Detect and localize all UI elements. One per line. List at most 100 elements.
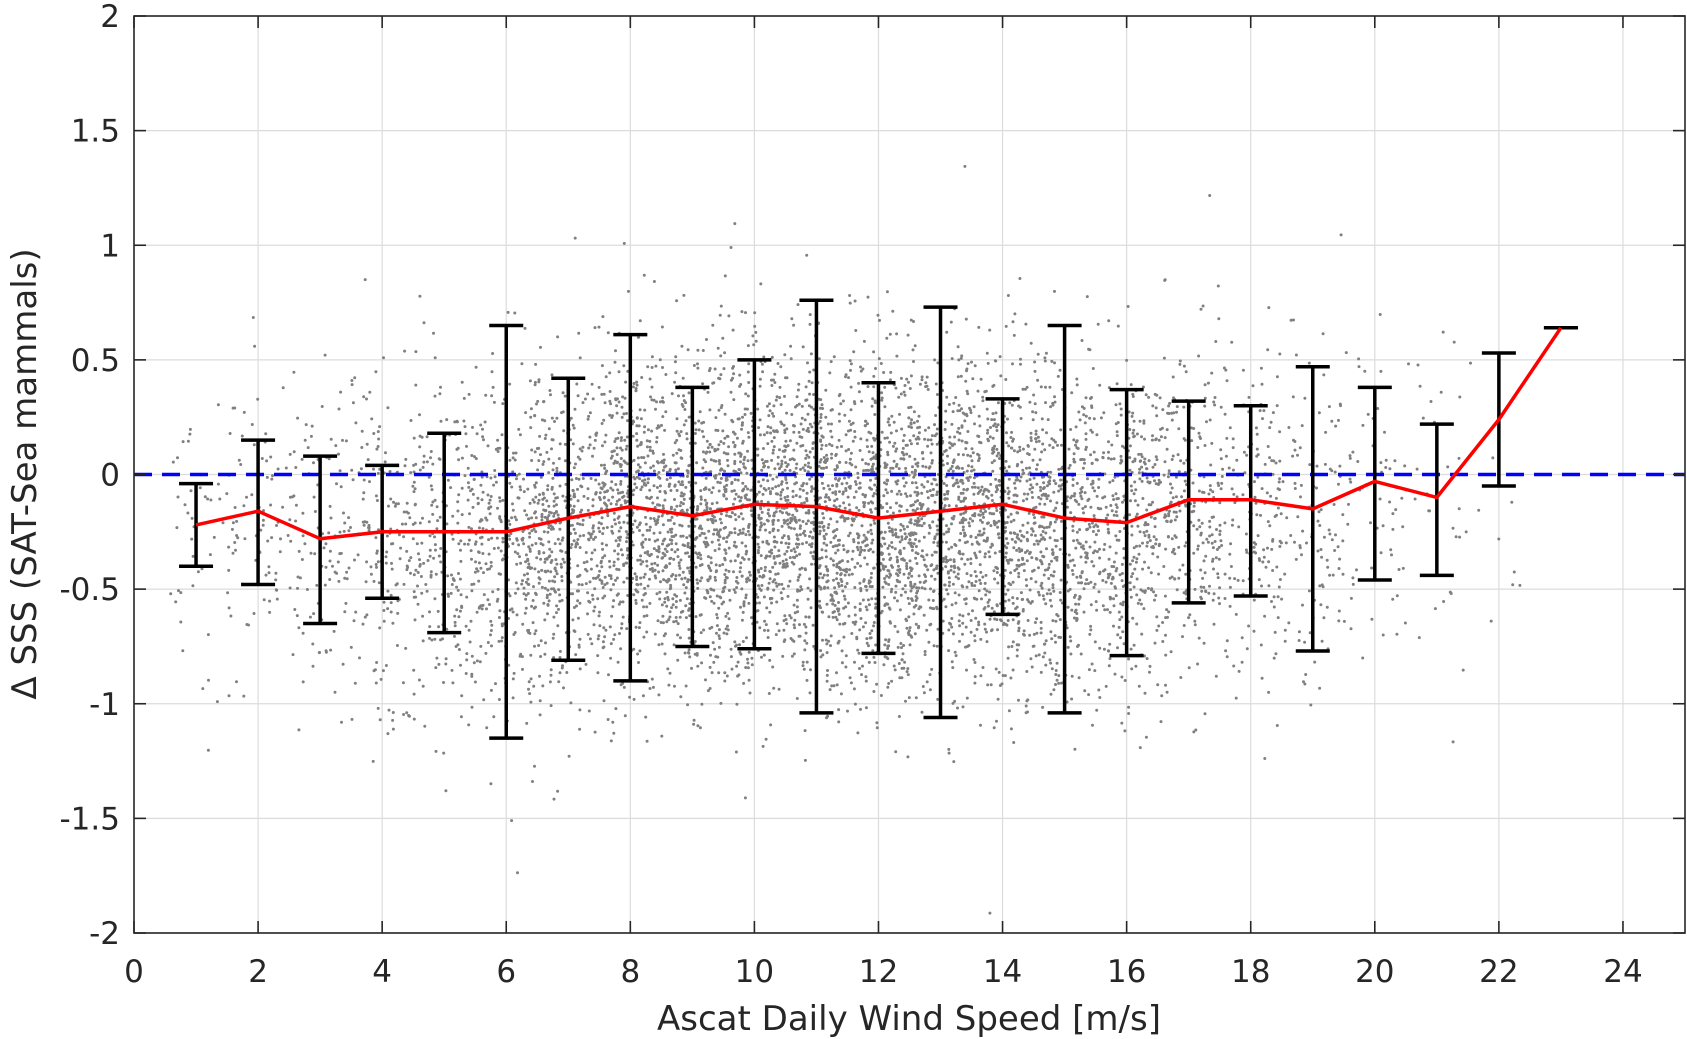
scatter-point [962,534,966,538]
scatter-point [766,479,770,483]
scatter-point [950,545,954,549]
scatter-point [858,449,862,452]
scatter-point [862,469,866,473]
scatter-point [839,402,843,406]
scatter-point [549,673,553,677]
scatter-point [930,667,934,671]
scatter-point [910,586,914,590]
scatter-point [655,400,658,404]
scatter-point [803,639,807,643]
scatter-point [802,481,805,485]
scatter-point [724,568,728,572]
scatter-point [732,372,736,376]
scatter-point [533,511,537,515]
scatter-point [947,747,951,751]
scatter-point [719,373,723,377]
scatter-point [430,488,434,492]
scatter-point [849,408,853,412]
scatter-point [913,632,917,636]
scatter-point [578,447,582,451]
scatter-point [807,379,811,383]
scatter-point [893,596,896,600]
scatter-point [986,428,990,432]
scatter-point [704,503,708,507]
scatter-point [472,661,476,665]
scatter-point [459,548,462,552]
scatter-point [631,543,635,547]
scatter-point [297,549,301,553]
scatter-point [188,432,192,436]
scatter-point [644,515,647,519]
scatter-point [803,469,807,472]
scatter-point [935,427,939,431]
scatter-point [788,614,792,617]
scatter-point [737,417,741,421]
scatter-point [702,628,706,632]
scatter-point [960,424,964,428]
scatter-point [603,635,607,639]
scatter-point [686,348,690,352]
scatter-point [674,605,678,609]
scatter-point [664,410,668,414]
scatter-point [872,621,876,624]
scatter-point [609,656,613,660]
scatter-point [744,533,748,537]
scatter-point [741,517,745,521]
scatter-point [402,713,406,716]
scatter-point [827,496,830,499]
scatter-point [530,459,534,462]
scatter-point [660,423,663,427]
scatter-point [640,376,644,379]
scatter-point [915,586,919,590]
scatter-point [603,401,607,405]
scatter-point [534,605,537,609]
scatter-point [871,451,875,455]
scatter-point [678,615,682,619]
scatter-point [411,522,415,526]
scatter-point [477,551,481,554]
scatter-point [677,561,681,565]
scatter-point [337,407,341,411]
scatter-point [635,424,639,428]
scatter-point [793,550,797,554]
scatter-point [886,521,890,525]
scatter-point [763,565,767,569]
scatter-point [612,560,616,564]
scatter-point [862,339,866,343]
scatter-point [883,436,887,440]
scatter-point [362,523,366,527]
scatter-point [601,586,605,589]
scatter-point [725,483,729,487]
scatter-point [890,414,894,418]
scatter-point [611,605,615,609]
scatter-point [772,404,776,408]
scatter-point [877,357,881,361]
scatter-point [661,366,664,369]
scatter-point [616,660,620,664]
scatter-point [660,325,664,329]
scatter-point [657,471,661,474]
scatter-point [527,583,531,586]
scatter-point [746,431,750,435]
scatter-point [533,632,537,636]
scatter-point [806,586,810,590]
scatter-point [652,531,656,535]
scatter-point [818,419,822,423]
scatter-point [675,451,679,455]
scatter-point [375,549,379,553]
scatter-point [766,442,770,446]
scatter-point [768,596,772,600]
scatter-point [942,532,946,536]
scatter-point [547,504,551,508]
scatter-point [663,498,667,502]
scatter-point [438,515,442,519]
scatter-point [895,555,899,559]
scatter-point [763,628,766,632]
scatter-point [421,516,424,520]
scatter-point [456,643,460,647]
scatter-point [489,782,493,786]
scatter-point [561,557,565,561]
scatter-point [899,457,903,461]
scatter-point [876,313,880,317]
scatter-point [190,537,194,541]
